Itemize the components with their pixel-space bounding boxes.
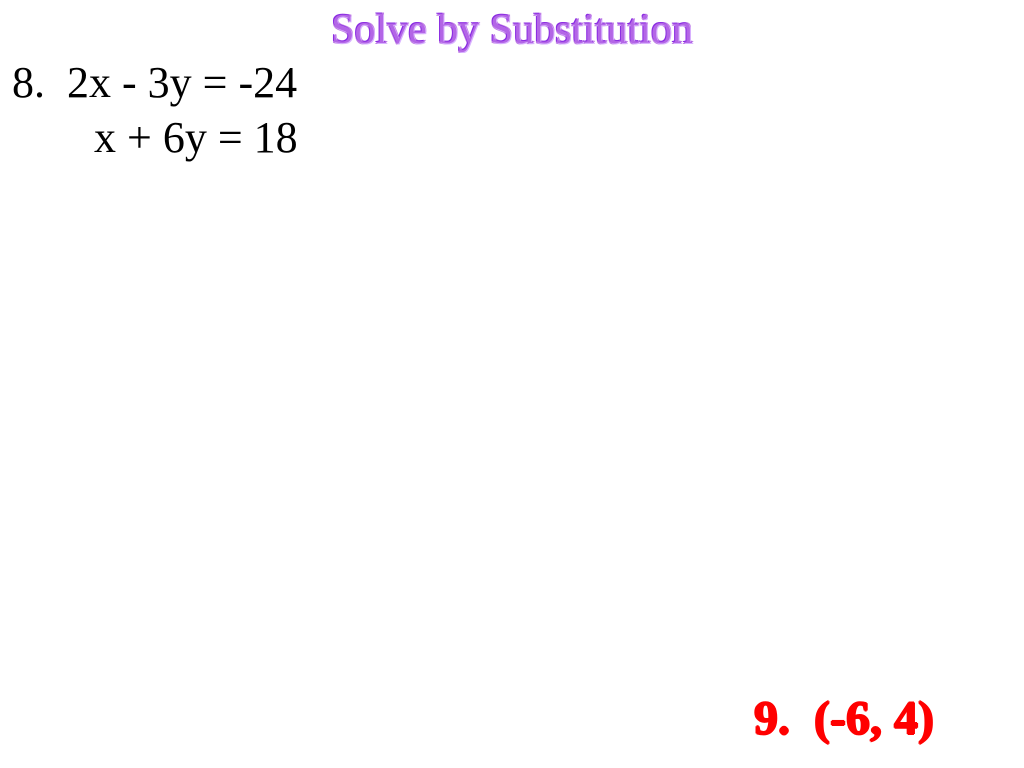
answer-number: 9. (754, 692, 790, 745)
equation-2: x + 6y = 18 (94, 113, 298, 162)
equation-1: 2x - 3y = -24 (67, 58, 297, 107)
problem-block: 8. 2x - 3y = -24 x + 6y = 18 (12, 55, 298, 165)
problem-line-2: x + 6y = 18 (12, 110, 298, 165)
slide-title: Solve by Substitution (0, 6, 1024, 54)
answer-block: 9. (-6, 4) (754, 691, 934, 746)
problem-line-1: 8. 2x - 3y = -24 (12, 55, 298, 110)
answer-value: (-6, 4) (814, 692, 934, 745)
problem-number: 8. (12, 58, 45, 107)
